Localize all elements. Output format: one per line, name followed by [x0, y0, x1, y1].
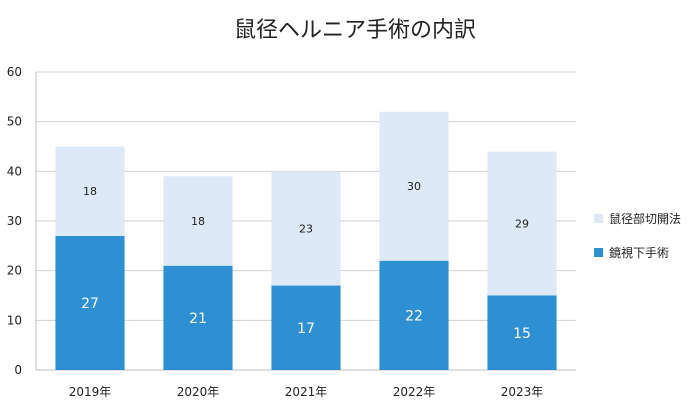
- bar: [487, 295, 557, 370]
- bar: [271, 285, 341, 370]
- x-tick-label: 2019年: [69, 385, 112, 399]
- bar: [163, 265, 233, 370]
- data-label: 23: [299, 222, 313, 235]
- x-tick-label: 2023年: [501, 385, 544, 399]
- bar: [55, 146, 125, 236]
- bar: [271, 171, 341, 286]
- data-label: 29: [515, 217, 529, 230]
- y-tick-label: 40: [7, 164, 22, 178]
- chart-title: 鼠径ヘルニア手術の内訳: [233, 18, 476, 43]
- x-tick-label: 2021年: [285, 385, 328, 399]
- bar: [163, 176, 233, 266]
- data-label: 18: [191, 215, 205, 228]
- legend-swatch: [594, 214, 603, 223]
- legend-item: 鼠径部切開法: [594, 210, 681, 227]
- legend-swatch: [594, 248, 603, 257]
- y-tick-label: 50: [7, 115, 22, 129]
- data-label: 30: [407, 180, 421, 193]
- data-label: 27: [81, 296, 99, 312]
- y-tick-label: 10: [7, 313, 22, 327]
- data-label: 17: [297, 321, 315, 337]
- x-tick-label: 2022年: [393, 385, 436, 399]
- data-label: 15: [513, 326, 531, 342]
- bar: [379, 111, 449, 261]
- data-label: 22: [405, 308, 423, 324]
- legend-label: 鼠径部切開法: [609, 212, 682, 226]
- y-tick-label: 30: [7, 214, 22, 228]
- y-tick-label: 20: [7, 264, 22, 278]
- x-tick-label: 2020年: [177, 385, 220, 399]
- bar: [379, 260, 449, 370]
- y-tick-label: 60: [7, 65, 22, 79]
- legend-label: 鏡視下手術: [609, 246, 670, 260]
- data-label: 21: [189, 311, 207, 327]
- bar: [55, 235, 125, 370]
- data-label: 18: [83, 185, 97, 198]
- y-tick-label: 0: [14, 363, 22, 377]
- bar: [487, 151, 557, 296]
- legend-item: 鏡視下手術: [594, 244, 681, 261]
- chart-legend: 鼠径部切開法 鏡視下手術: [594, 210, 681, 278]
